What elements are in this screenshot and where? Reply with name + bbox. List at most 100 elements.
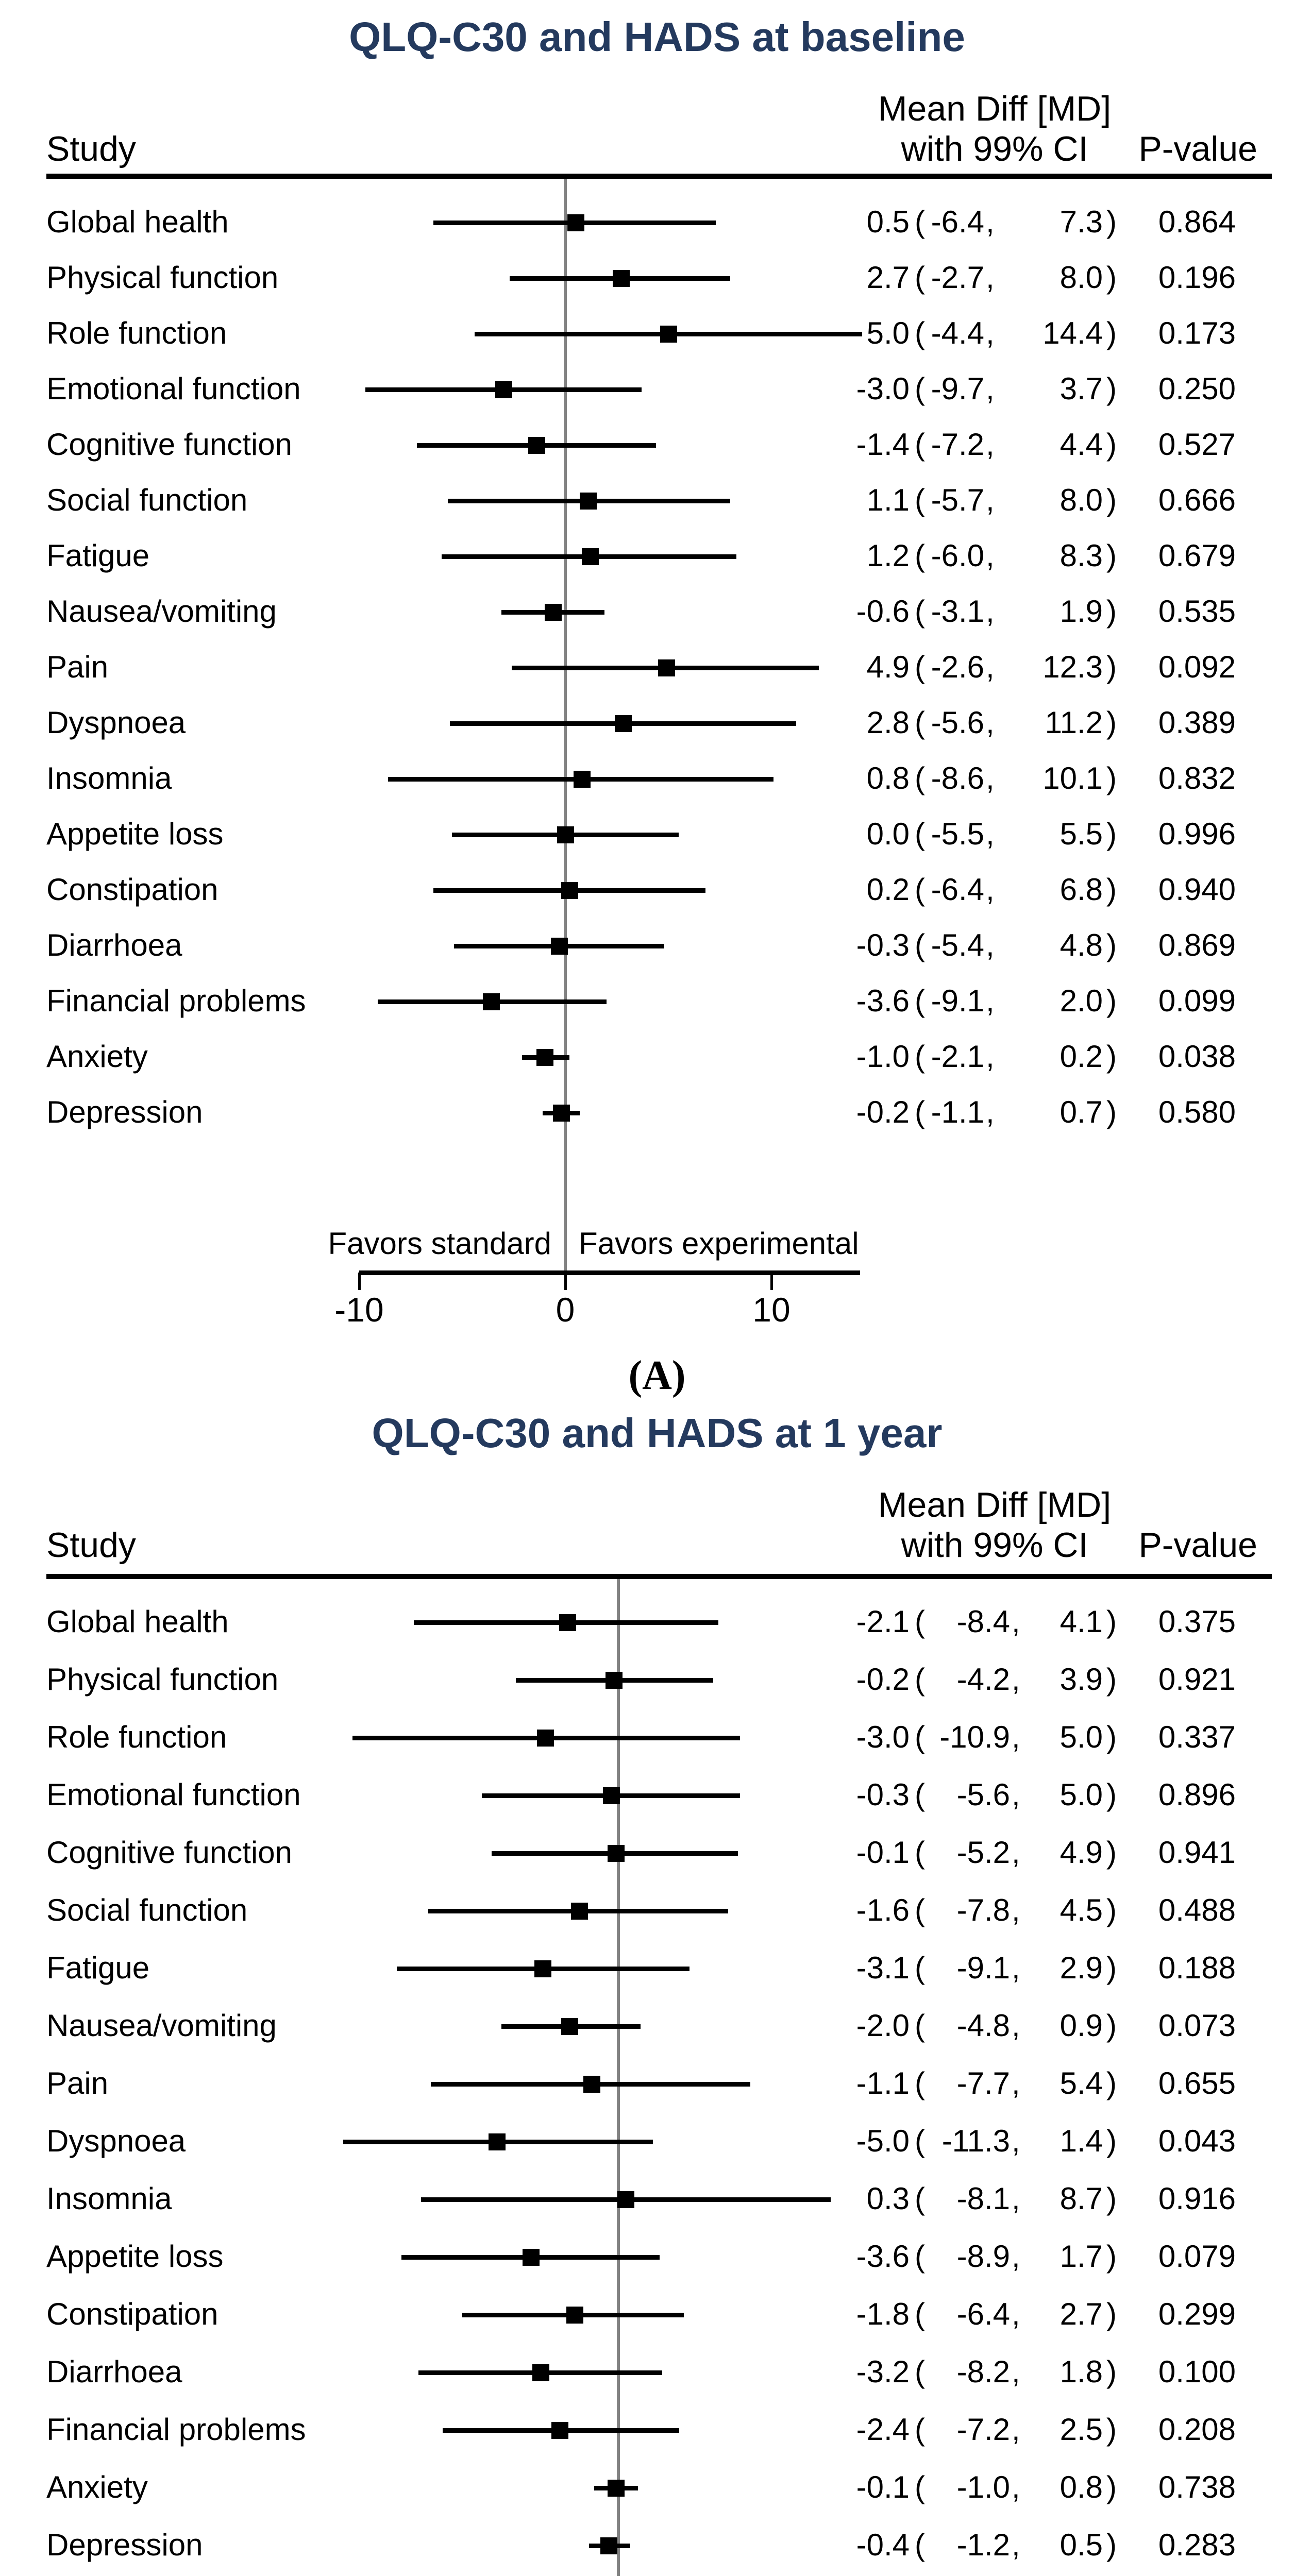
- ci-comma: ,: [986, 984, 995, 1018]
- ci-upper-value: 0.7: [1059, 1095, 1103, 1129]
- ci-close-paren: ): [1106, 705, 1117, 740]
- md-value: -3.6: [856, 984, 910, 1018]
- p-value: 0.389: [1158, 705, 1236, 740]
- ci-open-paren: (: [915, 817, 925, 851]
- ci-lower-value: -2.1: [931, 1039, 984, 1074]
- ci-lower-value: -5.4: [931, 928, 984, 962]
- p-value: 0.666: [1158, 483, 1236, 517]
- ci-upper-value: 8.0: [1059, 483, 1103, 517]
- ci-lower-value: -7.2: [956, 2412, 1010, 2447]
- point-marker: [574, 771, 591, 788]
- ci-comma: ,: [986, 483, 995, 517]
- ci-open-paren: (: [915, 2066, 925, 2100]
- ci-comma: ,: [1012, 2239, 1020, 2274]
- row-label: Financial problems: [46, 2412, 306, 2447]
- point-marker: [532, 2364, 549, 2381]
- p-value: 0.043: [1158, 2124, 1236, 2158]
- row-label: Social function: [46, 483, 248, 517]
- p-value: 0.869: [1158, 928, 1236, 962]
- ci-comma: ,: [1012, 2470, 1020, 2504]
- md-value: -3.6: [856, 2239, 910, 2274]
- ci-upper-value: 0.2: [1059, 1039, 1103, 1074]
- ci-upper-value: 0.5: [1059, 2528, 1103, 2562]
- md-value: -0.1: [856, 2470, 910, 2504]
- column-header-study: Study: [46, 129, 136, 168]
- ci-lower-value: -1.1: [931, 1095, 984, 1129]
- point-marker: [580, 493, 597, 510]
- ci-comma: ,: [986, 650, 995, 684]
- ci-lower-value: -1.0: [956, 2470, 1010, 2504]
- md-value: -2.1: [856, 1604, 910, 1639]
- ci-lower-value: -3.1: [931, 594, 984, 629]
- point-marker: [566, 2307, 583, 2324]
- md-value: -0.3: [856, 928, 910, 962]
- md-value: 4.9: [866, 650, 910, 684]
- point-marker: [537, 1730, 554, 1747]
- ci-close-paren: ): [1106, 872, 1117, 907]
- ci-close-paren: ): [1106, 984, 1117, 1018]
- p-value: 0.283: [1158, 2528, 1236, 2562]
- ci-upper-value: 6.8: [1059, 872, 1103, 907]
- x-tick: [564, 1273, 567, 1290]
- ci-upper-value: 3.9: [1059, 1662, 1103, 1697]
- ci-comma: ,: [1012, 2412, 1020, 2447]
- ci-upper-value: 1.9: [1059, 594, 1103, 629]
- ci-open-paren: (: [915, 761, 925, 795]
- ci-upper-value: 5.5: [1059, 817, 1103, 851]
- row-label: Global health: [46, 205, 229, 239]
- ci-upper-value: 10.1: [1042, 761, 1103, 795]
- row-label: Fatigue: [46, 1951, 150, 1985]
- ci-comma: ,: [986, 538, 995, 573]
- ci-lower-value: -8.4: [956, 1604, 1010, 1639]
- ci-lower-value: -6.4: [931, 872, 984, 907]
- ci-upper-value: 2.5: [1059, 2412, 1103, 2447]
- point-marker: [483, 993, 500, 1010]
- ci-lower-value: -5.6: [956, 1777, 1010, 1812]
- column-header-effect-line2: with 99% CI: [901, 129, 1088, 168]
- row-label: Pain: [46, 2066, 109, 2100]
- ci-comma: ,: [986, 1039, 995, 1074]
- p-value: 0.100: [1158, 2354, 1236, 2389]
- ci-lower-value: -4.2: [956, 1662, 1010, 1697]
- ci-upper-value: 3.7: [1059, 371, 1103, 406]
- ci-close-paren: ): [1106, 316, 1117, 350]
- x-tick-label: -10: [334, 1291, 384, 1329]
- p-value: 0.038: [1158, 1039, 1236, 1074]
- p-value: 0.488: [1158, 1893, 1236, 1927]
- p-value: 0.996: [1158, 817, 1236, 851]
- p-value: 0.173: [1158, 316, 1236, 350]
- zero-reference-line: [617, 1579, 620, 2576]
- p-value: 0.092: [1158, 650, 1236, 684]
- row-label: Appetite loss: [46, 2239, 224, 2274]
- row-label: Role function: [46, 316, 227, 350]
- ci-close-paren: ): [1106, 928, 1117, 962]
- row-label: Depression: [46, 2528, 203, 2562]
- column-header-study: Study: [46, 1526, 136, 1565]
- p-value: 0.940: [1158, 872, 1236, 907]
- p-value: 0.738: [1158, 2470, 1236, 2504]
- ci-comma: ,: [986, 316, 995, 350]
- x-tick-label: 0: [556, 1291, 575, 1329]
- favors-right-label: Favors experimental: [579, 1226, 859, 1261]
- p-value: 0.916: [1158, 2181, 1236, 2216]
- ci-lower-value: -4.4: [931, 316, 984, 350]
- md-value: -3.2: [856, 2354, 910, 2389]
- ci-upper-value: 4.8: [1059, 928, 1103, 962]
- ci-comma: ,: [1012, 2528, 1020, 2562]
- p-value: 0.079: [1158, 2239, 1236, 2274]
- p-value: 0.250: [1158, 371, 1236, 406]
- p-value: 0.299: [1158, 2297, 1236, 2331]
- row-label: Emotional function: [46, 1777, 301, 1812]
- p-value: 0.832: [1158, 761, 1236, 795]
- ci-close-paren: ): [1106, 1039, 1117, 1074]
- ci-close-paren: ): [1106, 205, 1117, 239]
- ci-comma: ,: [986, 594, 995, 629]
- point-marker: [615, 715, 632, 732]
- ci-lower-value: -5.2: [956, 1835, 1010, 1870]
- point-marker: [561, 882, 578, 899]
- ci-open-paren: (: [915, 316, 925, 350]
- favors-left-label: Favors standard: [328, 1226, 551, 1261]
- ci-lower-value: -8.6: [931, 761, 984, 795]
- p-value: 0.864: [1158, 205, 1236, 239]
- ci-upper-value: 0.9: [1059, 2008, 1103, 2043]
